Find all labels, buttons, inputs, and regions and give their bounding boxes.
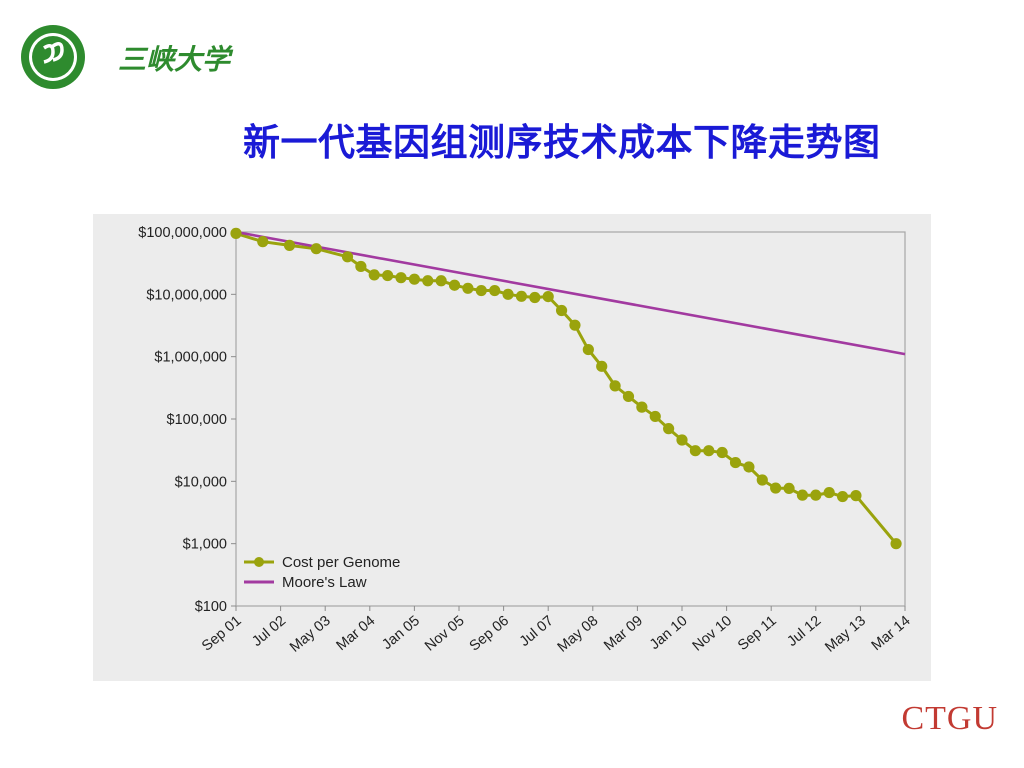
university-seal-icon: 三峡大学: [21, 25, 234, 89]
university-wordmark: 三峡大学: [118, 43, 234, 76]
moore-s-law-line: [235, 230, 906, 356]
cost-per-genome-point: [435, 275, 447, 287]
y-tick-label: $100,000: [167, 412, 227, 428]
cost-per-genome-point: [743, 461, 755, 473]
cost-per-genome-point: [569, 319, 581, 331]
cost-per-genome-point: [783, 482, 795, 495]
cost-per-genome-point: [395, 272, 407, 284]
x-tick-label: Sep 06: [467, 613, 512, 655]
cost-per-genome-point: [542, 290, 554, 303]
x-tick-label: May 03: [287, 613, 334, 656]
cost-per-genome-point: [850, 490, 862, 502]
cost-per-genome-point: [462, 282, 474, 294]
cost-per-genome-point: [489, 284, 501, 297]
x-tick-label: Jul 02: [249, 613, 289, 650]
chart-legend: Cost per Genome Moore's Law: [244, 554, 400, 591]
x-tick-label: Jan 05: [379, 613, 423, 653]
cost-per-genome-point: [729, 456, 742, 469]
legend-label: Moore's Law: [282, 574, 367, 591]
cost-per-genome-point: [422, 275, 434, 287]
cost-per-genome-point: [703, 445, 715, 457]
cost-per-genome-line: [235, 231, 898, 545]
plot-frame: [235, 231, 906, 607]
cost-per-genome-point: [649, 410, 661, 423]
legend-marker: [254, 557, 264, 567]
cost-per-genome-point: [756, 474, 768, 486]
cost-per-genome-point: [810, 489, 822, 501]
x-tick-label: Jul 12: [784, 613, 824, 650]
cost-per-genome-point: [770, 482, 782, 494]
cost-per-genome-point: [529, 291, 541, 304]
cost-per-genome-point: [596, 360, 608, 372]
cost-per-genome-point: [622, 390, 635, 403]
cost-per-genome-point: [555, 304, 568, 317]
cost-per-genome-point: [341, 251, 354, 263]
cost-per-genome-point: [475, 284, 487, 297]
cost-per-genome-point: [355, 260, 367, 273]
x-tick-label: Nov 05: [422, 613, 467, 655]
chart-panel: $100 $1,000 $10,000 $100,000 $1,000,000 $10,0…: [93, 214, 931, 681]
cost-per-genome-point: [890, 538, 902, 550]
x-tick-label: May 13: [822, 613, 869, 656]
cost-per-genome-point: [230, 227, 242, 239]
x-tick-label: Sep 01: [199, 613, 244, 655]
cost-per-genome-point: [636, 401, 648, 413]
cost-per-genome-point: [796, 489, 809, 501]
cost-per-genome-point: [663, 423, 675, 435]
x-tick-label: Nov 10: [690, 613, 735, 655]
cost-per-genome-point: [448, 279, 461, 291]
slide-title: 新一代基因组测序技术成本下降走势图: [243, 120, 881, 164]
x-tick-label: Jul 07: [517, 613, 557, 650]
university-logo: 三峡大学: [18, 22, 250, 92]
genome-cost-chart: $100 $1,000 $10,000 $100,000 $1,000,000 $10,0…: [138, 225, 914, 656]
cost-per-genome-point: [716, 446, 728, 459]
cost-per-genome-point: [609, 380, 621, 392]
cost-per-genome-point: [823, 486, 835, 499]
x-tick-label: Mar 09: [601, 613, 646, 654]
cost-per-genome-point: [676, 434, 688, 446]
cost-per-genome-point: [515, 290, 528, 302]
cost-per-genome-point: [310, 243, 322, 255]
y-tick-label: $10,000,000: [146, 287, 227, 303]
cost-per-genome-point: [408, 273, 420, 285]
y-tick-label: $1,000,000: [154, 350, 227, 366]
cost-per-genome-point: [283, 239, 296, 251]
y-tick-label: $10,000: [175, 474, 227, 490]
cost-per-genome-point: [836, 490, 849, 503]
cost-per-genome-point: [257, 236, 269, 248]
cost-per-genome-point: [382, 269, 394, 282]
cost-per-genome-point: [689, 445, 701, 457]
y-tick-label: $1,000: [183, 537, 227, 553]
x-tick-label: Mar 14: [869, 613, 914, 654]
x-tick-label: Mar 04: [334, 613, 379, 654]
x-tick-label: Sep 11: [735, 613, 780, 654]
cost-per-genome-point: [582, 343, 594, 356]
cost-per-genome-point: [368, 269, 380, 281]
x-tick-label: Jan 10: [647, 613, 691, 653]
y-tick-label: $100: [195, 599, 227, 615]
footer-brand: CTGU: [901, 700, 998, 737]
y-tick-label: $100,000,000: [138, 225, 227, 241]
cost-per-genome-point: [502, 288, 514, 300]
x-tick-label: May 08: [555, 613, 602, 656]
legend-label: Cost per Genome: [282, 554, 400, 571]
